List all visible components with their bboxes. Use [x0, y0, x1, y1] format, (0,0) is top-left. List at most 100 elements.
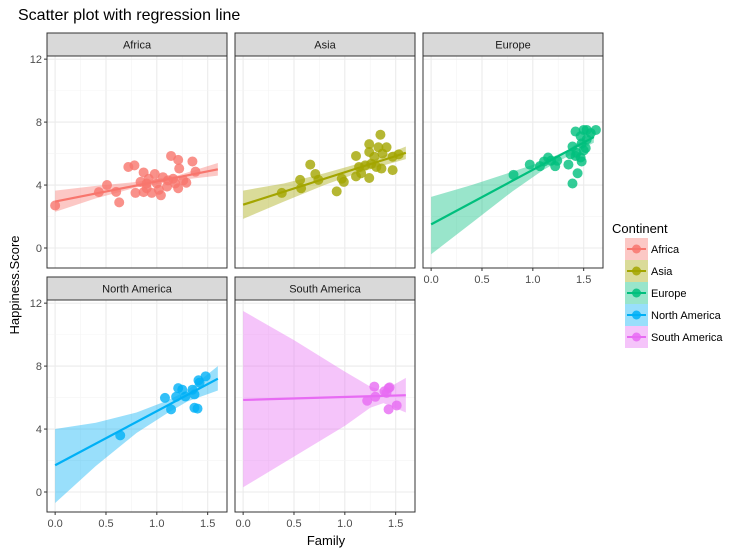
data-point	[295, 174, 306, 185]
y-tick-label: 4	[36, 180, 42, 192]
panel-background	[423, 56, 603, 268]
legend-item-asia: Asia	[625, 260, 673, 282]
legend-title: Continent	[612, 221, 668, 236]
data-point	[159, 392, 170, 403]
x-axis-label: Family	[307, 533, 346, 548]
legend-label: Europe	[651, 288, 686, 300]
facet-strip-label: Asia	[314, 40, 336, 52]
legend-item-africa: Africa	[625, 238, 680, 260]
chart-title: Scatter plot with regression line	[18, 7, 240, 24]
data-point	[174, 163, 185, 174]
legend-label: Africa	[651, 244, 680, 256]
data-point	[364, 139, 375, 150]
data-point	[200, 371, 211, 382]
data-point	[387, 165, 398, 176]
facet-strip	[234, 32, 416, 57]
legend-key-point	[632, 244, 641, 254]
facet-strip	[422, 32, 604, 57]
data-point	[130, 187, 141, 198]
x-tick-label: 1.5	[200, 518, 215, 530]
data-point	[563, 159, 574, 170]
data-point	[383, 404, 394, 415]
regression-line	[242, 151, 407, 206]
y-tick-label: 12	[30, 298, 42, 310]
data-point	[369, 151, 380, 162]
legend-key-point	[632, 310, 641, 320]
x-tick-label: 0.0	[235, 518, 250, 530]
data-point	[567, 178, 578, 189]
data-point	[114, 197, 125, 208]
x-tick-label: 1.0	[337, 518, 352, 530]
data-point	[170, 178, 181, 189]
legend-label: South America	[651, 332, 723, 344]
facet-strip	[234, 276, 416, 301]
y-tick-label: 8	[36, 361, 42, 373]
data-point	[351, 150, 362, 161]
y-axis-label: Happiness.Score	[7, 236, 22, 335]
facet-panel-north-america: North America 0 4 8 12 0.0 0.5 1.0 1.5	[30, 276, 228, 530]
legend-item-europe: Europe	[625, 282, 686, 304]
y-tick-label: 4	[36, 424, 42, 436]
x-tick-label: 0.5	[98, 518, 113, 530]
regression-line	[243, 394, 406, 402]
data-point	[338, 176, 349, 187]
data-point	[508, 169, 519, 180]
data-point	[364, 172, 375, 183]
confidence-band	[243, 311, 406, 488]
data-point	[194, 377, 205, 388]
x-tick-label: 1.0	[525, 274, 540, 286]
legend-label: Asia	[651, 266, 673, 278]
legend: Continent Africa Asia Europe North America S…	[612, 221, 723, 348]
data-point	[192, 403, 203, 414]
facet-strip	[46, 276, 228, 301]
data-point	[331, 186, 342, 197]
data-point	[187, 156, 198, 167]
data-point	[181, 177, 192, 188]
data-point	[129, 160, 140, 171]
data-point	[524, 159, 535, 170]
regression-line	[54, 168, 219, 203]
data-point	[141, 183, 152, 194]
data-point	[375, 129, 386, 140]
data-point	[369, 381, 380, 392]
y-tick-label: 12	[30, 54, 42, 66]
x-tick-label: 0.0	[423, 274, 438, 286]
legend-key-point	[632, 288, 641, 298]
data-point	[578, 145, 589, 156]
panel-background	[235, 56, 415, 268]
legend-key-point	[632, 266, 641, 276]
x-tick-label: 0.0	[47, 518, 62, 530]
x-tick-label: 1.0	[149, 518, 164, 530]
data-point	[572, 168, 583, 179]
confidence-band	[55, 163, 218, 212]
data-point	[377, 148, 388, 159]
x-tick-label: 0.5	[474, 274, 489, 286]
facet-panel-south-america: South America 0.0 0.5 1.0 1.5	[234, 276, 416, 530]
data-point	[590, 124, 601, 135]
data-point	[371, 161, 382, 172]
regression-line	[430, 136, 595, 226]
y-tick-label: 0	[36, 243, 42, 255]
facet-panel-africa: Africa 0 4 8 12	[30, 32, 228, 269]
data-point	[391, 400, 402, 411]
regression-line	[54, 377, 219, 467]
data-point	[166, 404, 177, 415]
data-point	[50, 200, 61, 211]
x-tick-label: 1.5	[388, 518, 403, 530]
data-point	[576, 156, 587, 167]
y-tick-label: 8	[36, 117, 42, 129]
data-point	[305, 159, 316, 170]
facet-strip-label: Europe	[495, 40, 530, 52]
facet-strip-label: Africa	[123, 40, 152, 52]
facet-strip-label: North America	[102, 284, 173, 296]
legend-item-north-america: North America	[625, 304, 722, 326]
facet-panel-europe: Europe 0.0 0.5 1.0 1.5	[422, 32, 604, 286]
legend-item-south-america: South America	[625, 326, 723, 348]
legend-key-point	[632, 332, 641, 342]
x-tick-label: 0.5	[286, 518, 301, 530]
data-point	[356, 168, 367, 179]
data-point	[153, 184, 164, 195]
facet-panel-asia: Asia	[234, 32, 416, 269]
data-point	[143, 173, 154, 184]
